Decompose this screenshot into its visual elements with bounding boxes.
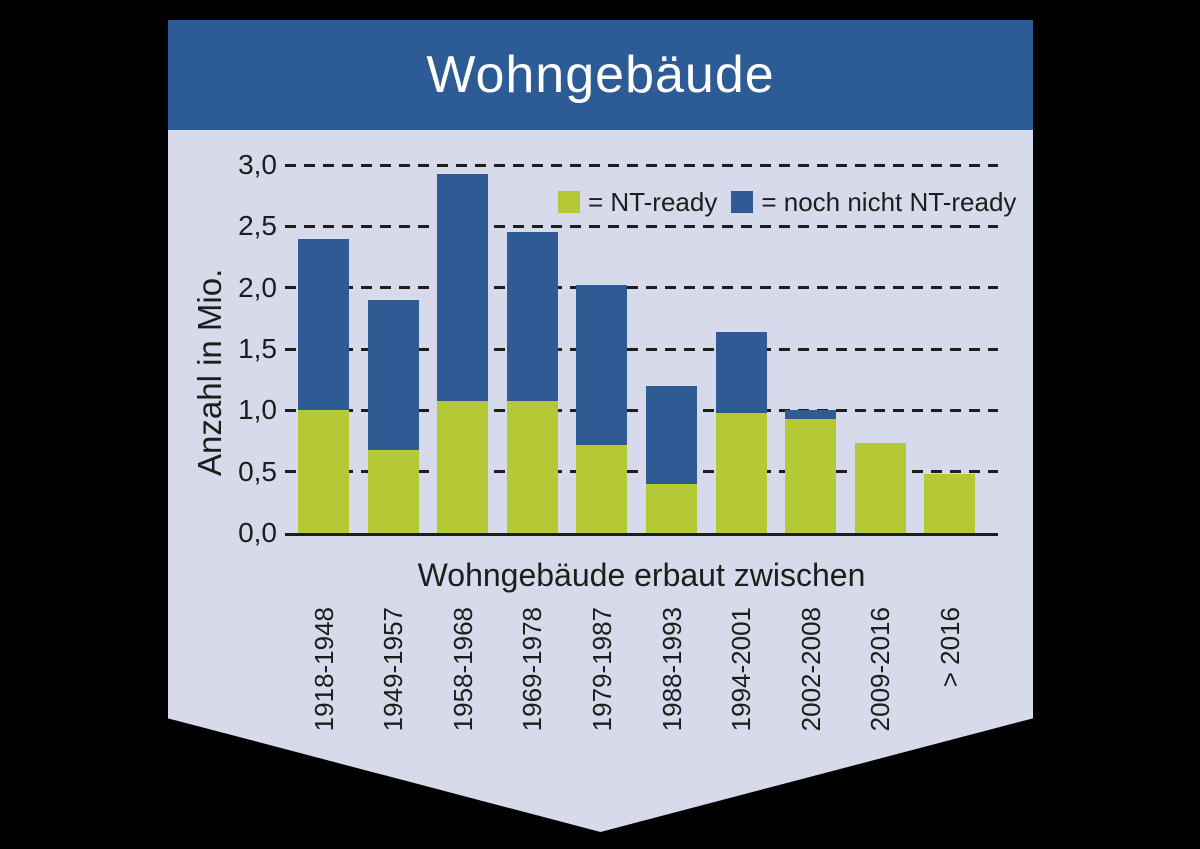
gridline [285,347,998,351]
bar-segment-noch-nicht-nt-ready [715,331,767,413]
legend-label-nt-ready: = NT-ready [588,186,718,217]
bar-segment-noch-nicht-nt-ready [437,173,489,401]
page-title: Wohngebäude [426,46,775,104]
y-tick-label: 0,5 [238,455,277,487]
bar-segment-nt-ready [506,400,558,533]
x-tick-label: 1958-1968 [447,607,478,732]
legend-swatch-nt-ready [558,191,580,213]
y-tick-label: 1,0 [238,394,277,426]
bar-segment-nt-ready [646,483,697,533]
x-tick-label: 1994-2001 [726,607,757,732]
gridline [285,163,998,167]
x-tick-label: 1949-1957 [378,607,409,732]
x-tick-label: 1979-1987 [586,607,617,732]
y-tick-label: 1,5 [238,333,277,364]
legend-label-noch-nicht-nt-ready: = noch nicht NT-ready [761,186,1017,217]
y-tick-label: 3,0 [238,149,277,180]
bar-segment-noch-nicht-nt-ready [506,232,558,401]
bar-segment-nt-ready [715,412,767,533]
bar-segment-nt-ready [437,400,489,533]
x-tick-label: 1969-1978 [517,607,548,732]
bar-segment-nt-ready [924,474,976,533]
gridline [285,224,998,228]
pennant-banner: Wohngebäude Anzahl in Mio. 0,0 0,5 1,0 1,5 2… [168,20,1033,832]
bar-segment-noch-nicht-nt-ready [576,285,628,445]
x-tick-label: > 2016 [934,607,965,688]
x-axis-line [285,533,998,536]
bar-segment-nt-ready [298,410,349,533]
bar-segment-noch-nicht-nt-ready [367,299,419,450]
x-tick-label: 1988-1993 [656,607,687,732]
bar-segment-nt-ready [576,444,628,533]
gridline [285,408,998,412]
y-tick-label: 2,5 [238,210,277,242]
x-axis-title: Wohngebäude erbaut zwischen [417,557,866,593]
y-tick-label: 2,0 [238,271,277,303]
bar-segment-noch-nicht-nt-ready [785,410,837,419]
x-tick-label: 2009-2016 [865,607,896,732]
legend: = NT-ready = noch nicht NT-ready [558,187,1016,217]
bar-segment-noch-nicht-nt-ready [298,238,349,411]
bar-segment-nt-ready [785,418,837,533]
bar-segment-nt-ready [367,449,419,533]
bar-segment-noch-nicht-nt-ready [646,385,697,484]
bar-segment-nt-ready [854,443,906,533]
x-tick-label: 2002-2008 [795,607,826,732]
y-tick-label: 0,0 [238,517,277,548]
legend-swatch-noch-nicht-nt-ready [731,191,754,213]
gridline [285,286,998,290]
x-tick-label: 1918-1948 [308,607,339,732]
gridline [285,470,998,474]
header: Wohngebäude [168,20,1033,130]
